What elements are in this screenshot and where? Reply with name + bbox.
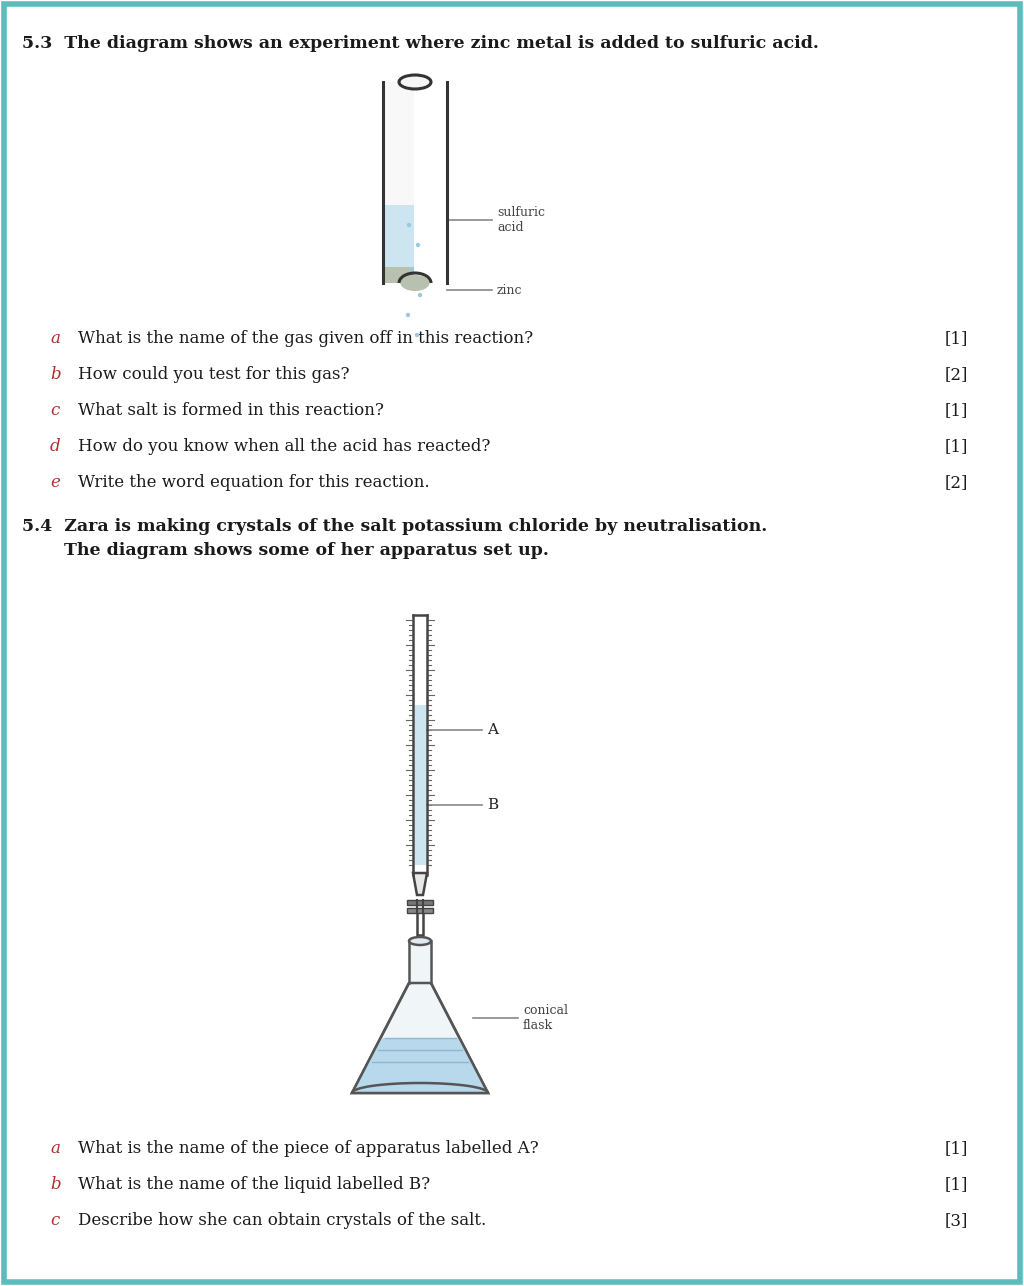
Text: b: b [50,367,60,383]
Circle shape [415,333,419,337]
Bar [415,705,426,865]
Text: 5.3  The diagram shows an experiment where zinc metal is added to sulfuric acid.: 5.3 The diagram shows an experiment wher… [22,35,819,51]
Ellipse shape [400,275,429,291]
Text: [1]: [1] [944,403,968,419]
Text: What salt is formed in this reaction?: What salt is formed in this reaction? [78,403,384,419]
Ellipse shape [409,937,431,945]
Text: a: a [50,331,59,347]
Circle shape [418,293,422,297]
Text: c: c [50,1211,59,1229]
Bar [384,204,414,267]
Ellipse shape [401,77,429,87]
Text: c: c [50,403,59,419]
Circle shape [407,222,412,228]
Text: [3]: [3] [944,1211,968,1229]
Text: [1]: [1] [944,1139,968,1157]
Bar [407,908,433,913]
Text: sulfuric
acid: sulfuric acid [497,206,545,234]
Text: e: e [50,475,59,491]
Bar [407,900,433,905]
Bar [384,267,414,283]
Text: zinc: zinc [497,283,522,297]
Polygon shape [352,983,488,1093]
Bar [384,82,414,283]
Text: What is the name of the gas given off in this reaction?: What is the name of the gas given off in… [78,331,534,347]
Text: b: b [50,1175,60,1193]
Polygon shape [413,873,427,895]
FancyBboxPatch shape [4,4,1020,1282]
Text: a: a [50,1139,59,1157]
Text: The diagram shows some of her apparatus set up.: The diagram shows some of her apparatus … [22,541,549,559]
Text: [2]: [2] [944,367,968,383]
Text: conical
flask: conical flask [523,1004,568,1031]
Text: [2]: [2] [944,475,968,491]
Text: [1]: [1] [944,331,968,347]
Text: [1]: [1] [944,1175,968,1193]
Text: Describe how she can obtain crystals of the salt.: Describe how she can obtain crystals of … [78,1211,486,1229]
Ellipse shape [399,75,431,89]
Text: A: A [487,723,498,737]
Polygon shape [352,1038,488,1093]
Circle shape [416,243,420,247]
Text: Write the word equation for this reaction.: Write the word equation for this reactio… [78,475,430,491]
Text: B: B [487,799,498,811]
Circle shape [410,267,414,273]
Bar [411,941,429,983]
Text: How do you know when all the acid has reacted?: How do you know when all the acid has re… [78,439,490,455]
Circle shape [406,312,411,318]
Text: How could you test for this gas?: How could you test for this gas? [78,367,349,383]
Text: [1]: [1] [944,439,968,455]
Text: What is the name of the piece of apparatus labelled A?: What is the name of the piece of apparat… [78,1139,539,1157]
Text: 5.4  Zara is making crystals of the salt potassium chloride by neutralisation.: 5.4 Zara is making crystals of the salt … [22,518,767,535]
Text: What is the name of the liquid labelled B?: What is the name of the liquid labelled … [78,1175,430,1193]
Text: d: d [50,439,60,455]
